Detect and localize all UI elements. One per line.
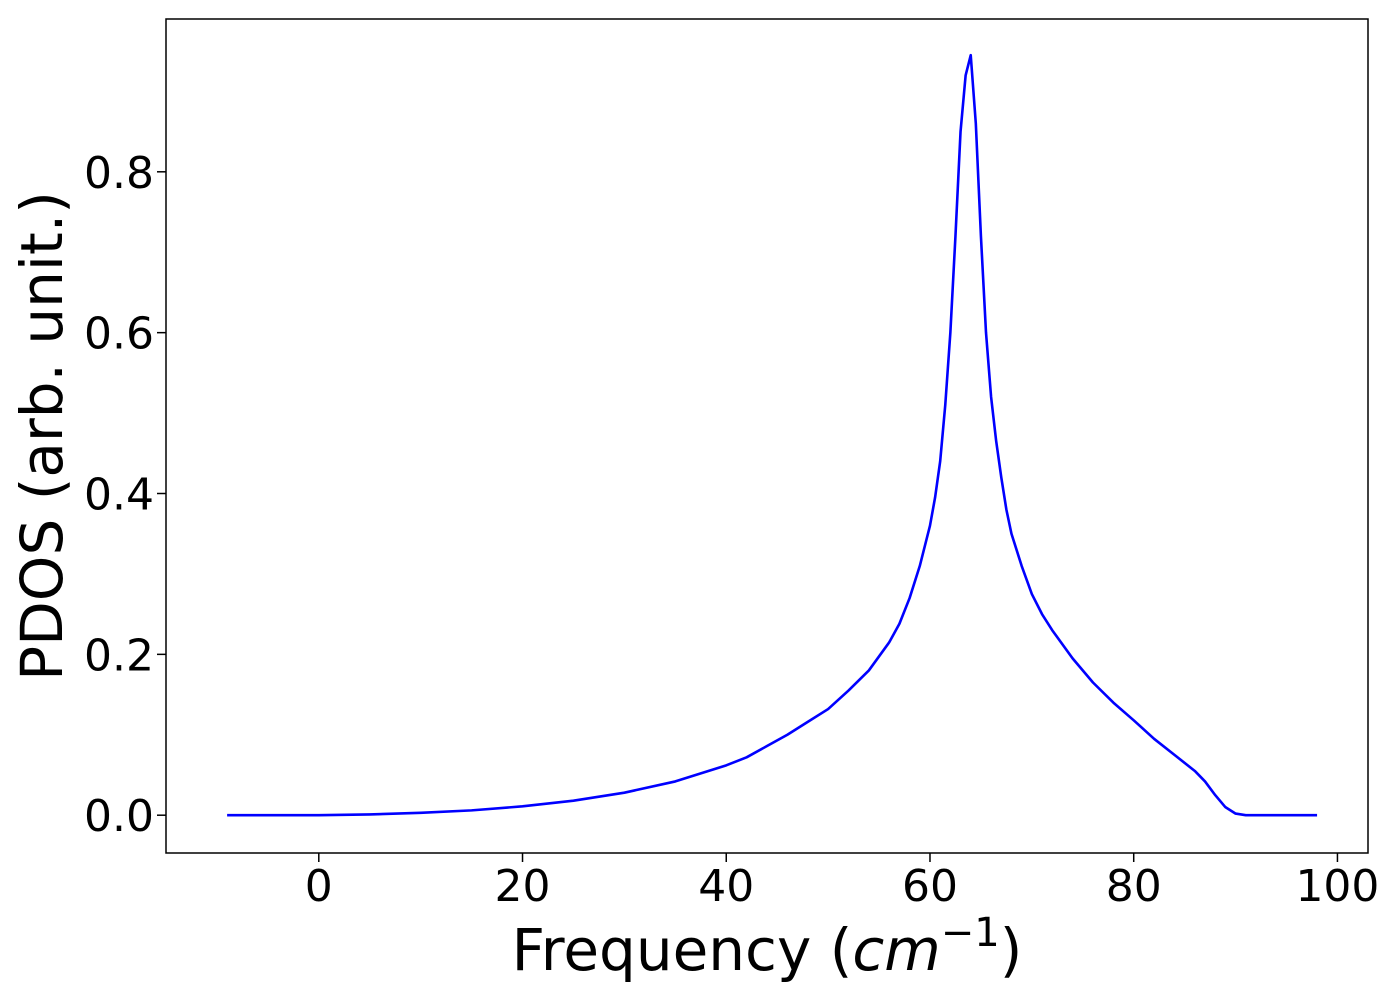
y-tick-label: 0.8	[84, 148, 154, 199]
plot-frame	[165, 18, 1369, 854]
y-axis: 0.0 0.2 0.4 0.6 0.8	[84, 148, 166, 842]
x-tick-label: 0	[305, 861, 333, 912]
pdos-series-line	[227, 53, 1318, 817]
y-axis-label: PDOS (arb. unit.)	[8, 191, 76, 681]
x-tick-label: 40	[698, 861, 754, 912]
series-layer	[227, 53, 1318, 817]
y-tick-label: 0.0	[84, 791, 154, 842]
x-tick-label: 100	[1295, 861, 1379, 912]
y-tick-label: 0.2	[84, 630, 154, 681]
x-tick-label: 80	[1106, 861, 1162, 912]
x-axis: 0 20 40 60 80 100	[305, 853, 1379, 912]
x-tick-label: 20	[495, 861, 551, 912]
y-tick-label: 0.6	[84, 309, 154, 360]
y-tick-label: 0.4	[84, 470, 154, 521]
x-tick-label: 60	[902, 861, 958, 912]
x-axis-label: Frequency (cm−1)	[512, 910, 1023, 984]
